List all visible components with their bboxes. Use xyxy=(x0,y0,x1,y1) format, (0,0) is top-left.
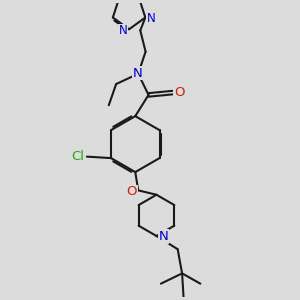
Text: N: N xyxy=(133,67,142,80)
Text: N: N xyxy=(159,230,169,243)
Text: N: N xyxy=(147,12,156,26)
Text: Cl: Cl xyxy=(72,150,85,163)
Text: O: O xyxy=(174,86,184,99)
Text: N: N xyxy=(119,24,128,37)
Text: O: O xyxy=(127,185,137,198)
